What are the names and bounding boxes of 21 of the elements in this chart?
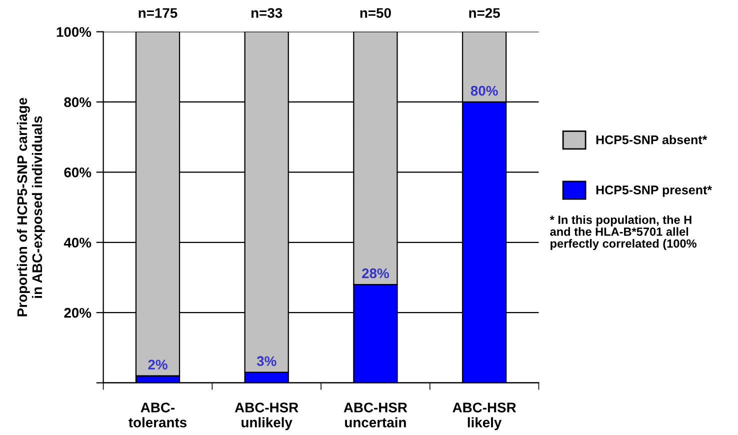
x-tick-label: ABC-HSR uncertain — [344, 402, 408, 428]
data-label: 3% — [256, 356, 276, 366]
y-tick-label: 60% — [64, 168, 92, 178]
data-label: 2% — [148, 360, 168, 370]
annotation: n=33 — [251, 8, 282, 18]
annotation: n=50 — [360, 8, 391, 18]
y-axis-title: Proportion of HCP5-SNP carriage in ABC-exposed individuals — [16, 98, 45, 316]
annotation: n=25 — [469, 8, 500, 18]
x-tick-label: ABC- tolerants — [128, 402, 187, 428]
y-tick-label: 40% — [64, 238, 92, 248]
annotation: n=175 — [138, 8, 178, 18]
x-tick-label: ABC-HSR likely — [452, 402, 516, 430]
y-tick-label: 100% — [56, 27, 92, 37]
y-tick-label: 20% — [64, 308, 92, 318]
data-label: 28% — [362, 268, 389, 278]
y-tick-label: 80% — [64, 97, 92, 108]
x-tick-label: ABC-HSR unlikely — [234, 402, 298, 430]
legend-label: HCP5-SNP present* — [596, 186, 712, 197]
legend-label: HCP5-SNP absent* — [596, 135, 708, 144]
data-label: 80% — [470, 86, 498, 96]
text: * In this population, the H and the HLA-B*5701 allel perfectly correlated (100% — [550, 215, 696, 250]
